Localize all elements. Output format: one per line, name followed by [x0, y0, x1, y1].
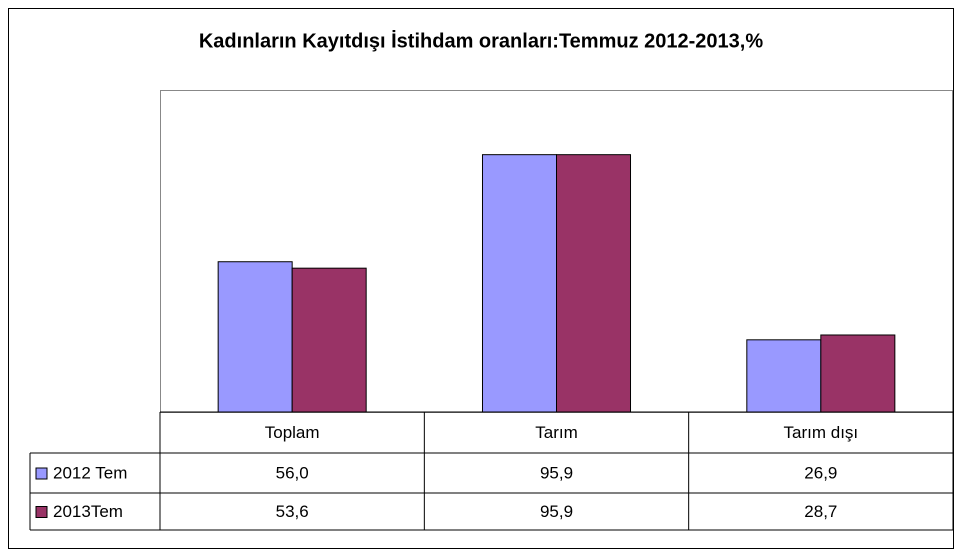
- legend-key: [35, 506, 48, 518]
- table-value: 26,9: [804, 463, 837, 482]
- chart-title: Kadınların Kayıtdışı İstihdam oranları:T…: [199, 29, 763, 52]
- bar: [746, 339, 822, 413]
- table-value: 56,0: [276, 463, 309, 482]
- table-value: 95,9: [540, 502, 573, 521]
- bar: [820, 334, 896, 413]
- bar: [291, 267, 367, 413]
- category-label: Toplam: [265, 423, 320, 442]
- bar: [481, 154, 557, 413]
- table-value: 95,9: [540, 463, 573, 482]
- bar: [556, 154, 632, 413]
- legend-label: 2012 Tem: [53, 463, 127, 482]
- legend-key: [35, 467, 48, 480]
- table-value: 53,6: [276, 502, 309, 521]
- legend-label: 2013Tem: [53, 502, 123, 521]
- bar: [217, 261, 293, 413]
- category-label: Tarım: [535, 423, 578, 442]
- table-value: 28,7: [804, 502, 837, 521]
- category-label: Tarım dışı: [784, 423, 859, 442]
